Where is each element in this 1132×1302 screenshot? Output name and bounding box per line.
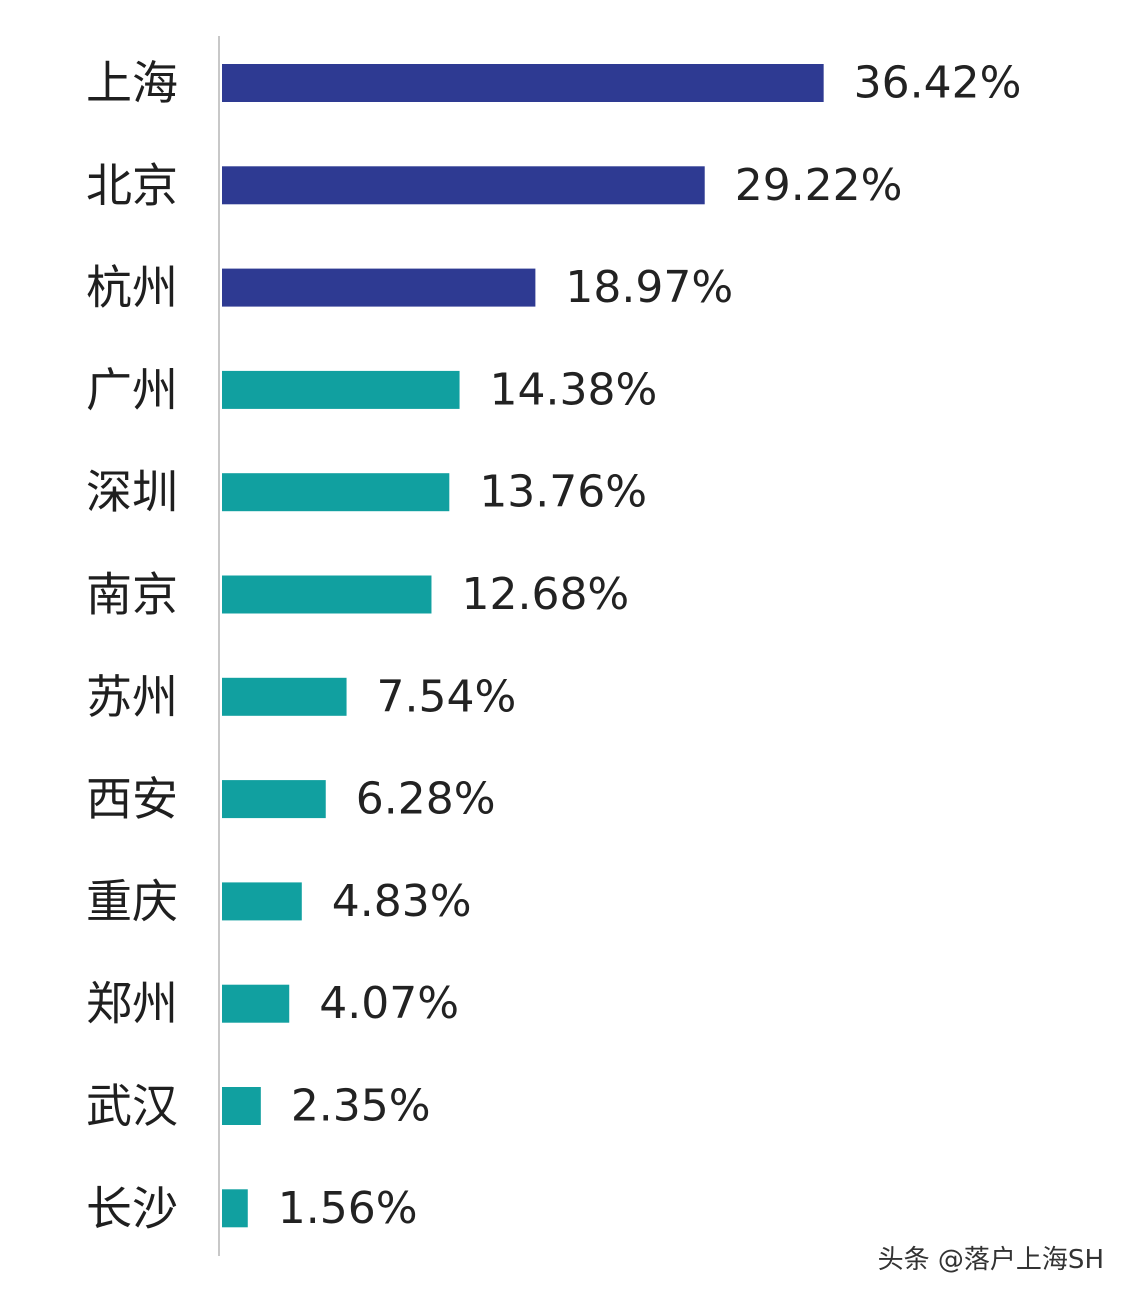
category-label: 长沙 <box>86 1181 178 1235</box>
bar <box>222 64 824 102</box>
category-label: 南京 <box>86 568 178 622</box>
category-label: 苏州 <box>86 670 178 724</box>
watermark-text: 头条 @落户上海SH <box>877 1245 1104 1275</box>
value-label: 4.07% <box>319 978 459 1029</box>
category-label: 广州 <box>86 363 178 417</box>
bar <box>222 473 450 512</box>
value-label: 4.83% <box>332 876 472 927</box>
value-label: 36.42% <box>854 58 1022 109</box>
bar <box>222 677 347 716</box>
value-label: 14.38% <box>490 364 658 415</box>
value-label: 13.76% <box>479 467 647 518</box>
category-label: 武汉 <box>86 1079 178 1133</box>
value-label: 7.54% <box>377 671 517 722</box>
category-label: 杭州 <box>86 261 178 315</box>
bar <box>222 780 326 819</box>
bar <box>222 166 705 205</box>
category-label: 重庆 <box>86 874 178 928</box>
value-label: 29.22% <box>735 160 903 211</box>
category-label: 西安 <box>86 772 178 826</box>
value-label: 18.97% <box>565 262 733 313</box>
bar <box>222 984 290 1023</box>
category-label: 上海 <box>86 56 178 110</box>
value-label: 2.35% <box>291 1081 431 1132</box>
bar <box>222 1087 261 1125</box>
category-label: 深圳 <box>86 465 178 519</box>
value-label: 12.68% <box>461 569 629 620</box>
category-label: 郑州 <box>86 977 178 1031</box>
bar <box>222 268 536 307</box>
bar <box>222 882 302 921</box>
category-label: 北京 <box>86 158 178 212</box>
bar <box>222 370 460 409</box>
value-label: 6.28% <box>356 774 496 825</box>
bar <box>222 575 432 614</box>
bar <box>222 1189 248 1228</box>
value-label: 1.56% <box>278 1183 418 1234</box>
